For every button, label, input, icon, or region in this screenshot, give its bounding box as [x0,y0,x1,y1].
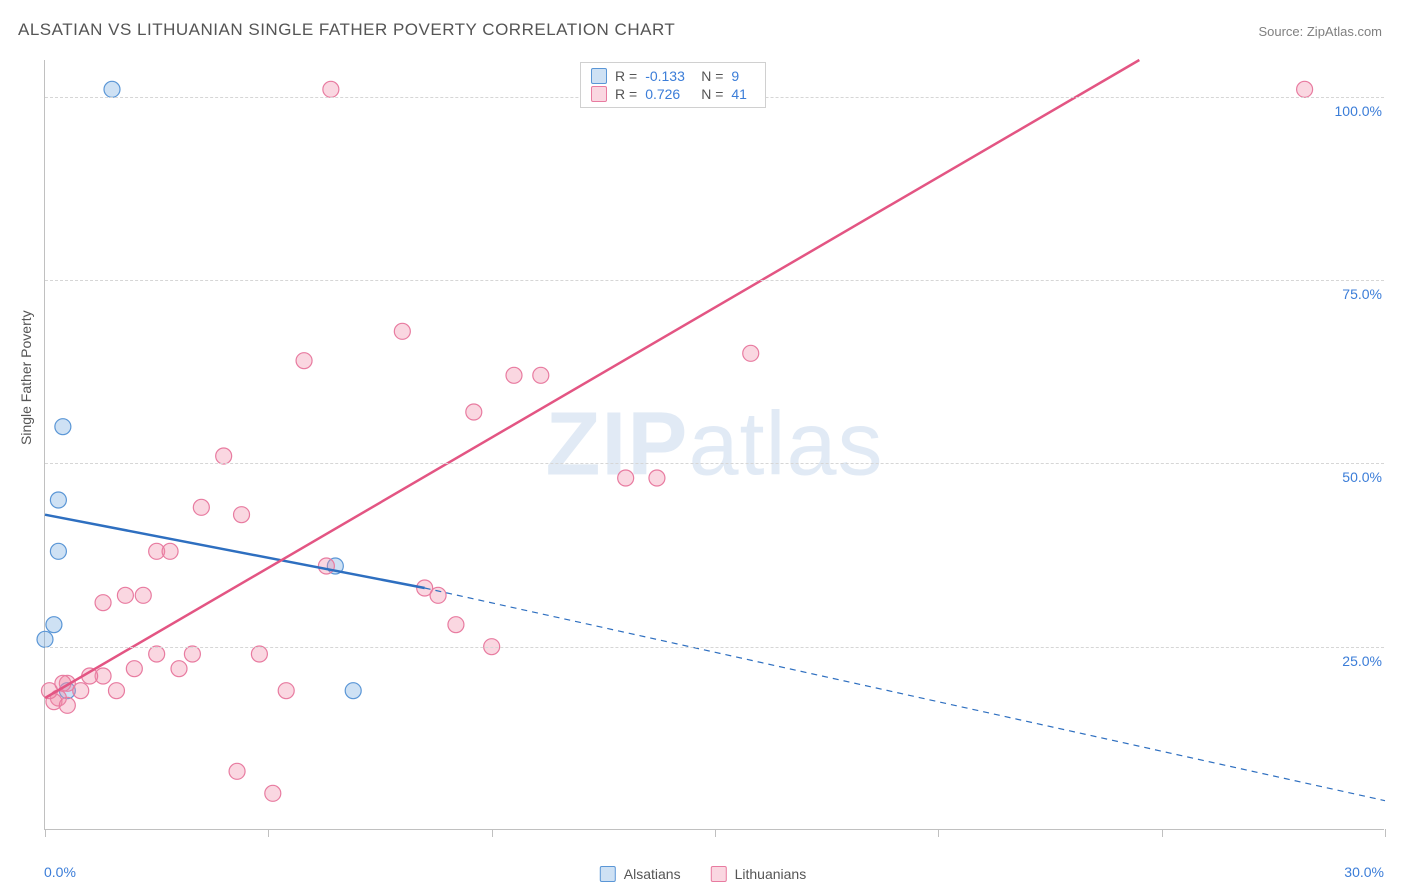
series-swatch [591,86,607,102]
x-tick [45,829,46,837]
y-tick-label: 75.0% [1342,286,1382,302]
x-tick [715,829,716,837]
series-swatch [591,68,607,84]
gridline-h [45,647,1384,648]
plot-svg [45,60,1384,829]
data-point [108,683,124,699]
chart-container: ALSATIAN VS LITHUANIAN SINGLE FATHER POV… [0,0,1406,892]
r-label: R = [615,68,637,84]
data-point [394,323,410,339]
source-attribution: Source: ZipAtlas.com [1258,24,1382,39]
r-label: R = [615,86,637,102]
x-tick [268,829,269,837]
legend-swatch [711,866,727,882]
data-point [104,81,120,97]
y-tick-label: 25.0% [1342,653,1382,669]
data-point [278,683,294,699]
y-tick-label: 50.0% [1342,469,1382,485]
legend-item: Lithuanians [711,866,807,882]
x-tick-label-min: 0.0% [44,864,76,880]
x-tick [492,829,493,837]
data-point [184,646,200,662]
stats-row: R = 0.726 N = 41 [591,85,755,103]
data-point [229,763,245,779]
x-tick [938,829,939,837]
legend-swatch [600,866,616,882]
data-point [649,470,665,486]
stats-row: R = -0.133 N = 9 [591,67,755,85]
data-point [323,81,339,97]
data-point [533,367,549,383]
gridline-h [45,280,1384,281]
data-point [50,543,66,559]
bottom-legend: Alsatians Lithuanians [600,866,806,882]
legend-item: Alsatians [600,866,681,882]
data-point [46,617,62,633]
data-point [1297,81,1313,97]
legend-label: Alsatians [624,866,681,882]
data-point [251,646,267,662]
trend-line-solid [45,515,425,588]
data-point [149,646,165,662]
data-point [50,492,66,508]
y-axis-title: Single Father Poverty [18,310,34,445]
n-label: N = [701,86,723,102]
data-point [430,587,446,603]
data-point [73,683,89,699]
data-point [265,785,281,801]
data-point [318,558,334,574]
data-point [448,617,464,633]
x-tick-label-max: 30.0% [1344,864,1384,880]
data-point [117,587,133,603]
data-point [37,631,53,647]
data-point [135,587,151,603]
y-tick-label: 100.0% [1335,103,1382,119]
data-point [216,448,232,464]
data-point [59,697,75,713]
data-point [296,353,312,369]
n-label: N = [701,68,723,84]
trend-line-dashed [425,588,1385,801]
data-point [162,543,178,559]
data-point [743,345,759,361]
trend-line-solid [45,60,1139,698]
data-point [234,507,250,523]
chart-title: ALSATIAN VS LITHUANIAN SINGLE FATHER POV… [18,20,675,40]
data-point [171,661,187,677]
legend-label: Lithuanians [735,866,807,882]
data-point [55,419,71,435]
r-value: 0.726 [645,86,693,102]
data-point [126,661,142,677]
n-value: 9 [731,68,755,84]
gridline-h [45,463,1384,464]
data-point [466,404,482,420]
r-value: -0.133 [645,68,693,84]
x-tick [1385,829,1386,837]
plot-area: ZIPatlas [44,60,1384,830]
data-point [618,470,634,486]
data-point [193,499,209,515]
data-point [506,367,522,383]
data-point [345,683,361,699]
x-tick [1162,829,1163,837]
n-value: 41 [731,86,755,102]
data-point [95,595,111,611]
stats-legend-box: R = -0.133 N = 9 R = 0.726 N = 41 [580,62,766,108]
